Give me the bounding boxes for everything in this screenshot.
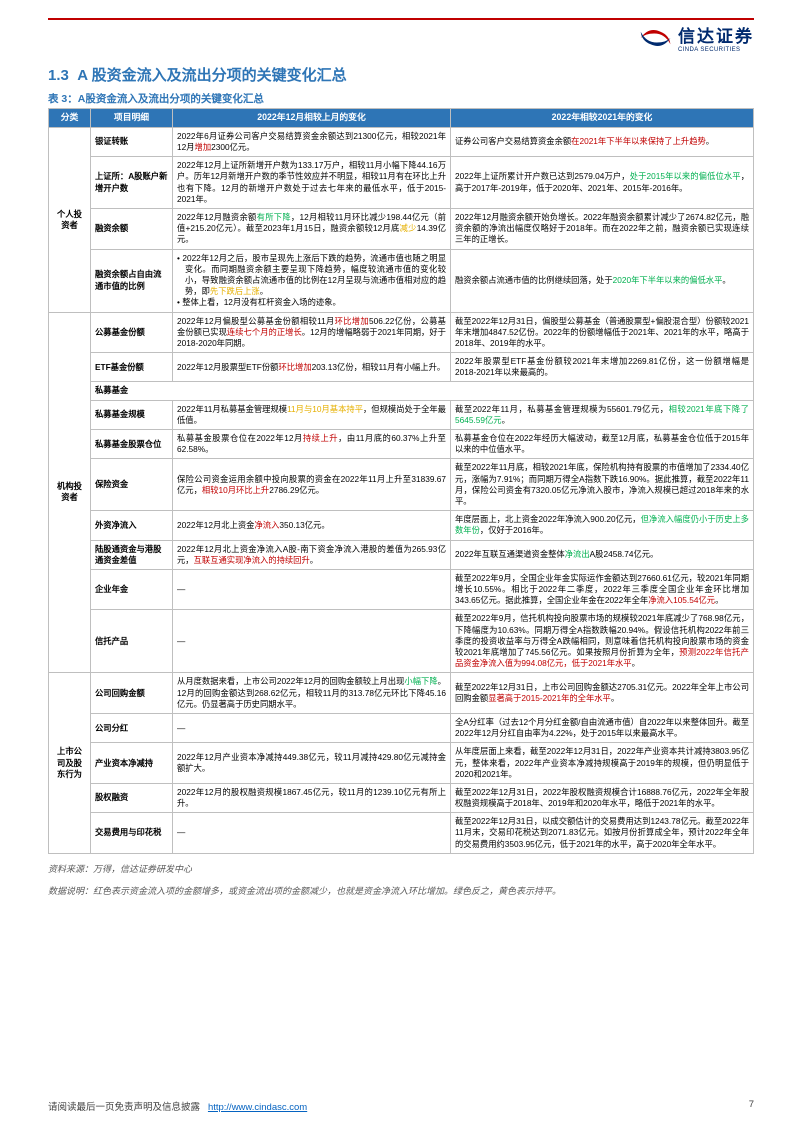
year-change-cell: 2022年互联互通渠道资金整体净流出A股2458.74亿元。 xyxy=(451,540,754,569)
item-cell: 产业资本净减持 xyxy=(91,743,173,784)
year-change-cell: 证券公司客户交易结算资金余额在2021年下半年以来保持了上升趋势。 xyxy=(451,127,754,156)
table-row: 企业年金—截至2022年9月，全国企业年金实际运作金额达到27660.61亿元，… xyxy=(49,569,754,610)
summary-table: 分类 项目明细 2022年12月相较上月的变化 2022年相较2021年的变化 … xyxy=(48,108,754,854)
month-change-cell: 2022年12月偏股型公募基金份额相较11月环比增加506.22亿份，公募基金份… xyxy=(173,312,451,353)
table-row: 保险资金保险公司资金运用余额中投向股票的资金在2022年11月上升至31839.… xyxy=(49,459,754,511)
col-category: 分类 xyxy=(49,109,91,128)
item-cell: 交易费用与印花税 xyxy=(91,813,173,854)
footer-text: 请阅读最后一页免责声明及信息披露 xyxy=(48,1102,200,1113)
table-row: 公司分红—全A分红率（过去12个月分红金额/自由流通市值）自2022年以来整体回… xyxy=(49,713,754,742)
year-change-cell: 截至2022年12月31日，上市公司回购金额达2705.31亿元。2022年全年… xyxy=(451,673,754,714)
item-cell: 公司分红 xyxy=(91,713,173,742)
item-cell: 私募基金规模 xyxy=(91,400,173,429)
table-row: 融资余额占自由流通市值的比例• 2022年12月之后，股市呈现先上涨后下跌的趋势… xyxy=(49,249,754,312)
year-change-cell: 截至2022年12月31日，偏股型公募基金（普通股票型+偏股混合型）份额较202… xyxy=(451,312,754,353)
item-cell: 陆股通资金与港股通资金差值 xyxy=(91,540,173,569)
logo-text-cn: 信达证券 xyxy=(678,22,754,47)
item-cell: 公募基金份额 xyxy=(91,312,173,353)
logo-text-en: CINDA SECURITIES xyxy=(678,47,754,53)
year-change-cell: 2022年股票型ETF基金份额较2021年末增加2269.81亿份，这一份额增幅… xyxy=(451,353,754,382)
month-change-cell: 2022年12月北上资金净流入A股-南下资金净流入港股的差值为265.93亿元，… xyxy=(173,540,451,569)
category-cell: 个人投资者 xyxy=(49,127,91,312)
item-cell: 银证转账 xyxy=(91,127,173,156)
table-row: 产业资本净减持2022年12月产业资本净减持449.38亿元，较11月减持429… xyxy=(49,743,754,784)
item-cell: 上证所：A股账户新增开户数 xyxy=(91,157,173,209)
data-note: 数据说明：红色表示资金流入项的金额增多，或资金流出项的金额减少，也就是资金净流入… xyxy=(48,885,754,898)
footer-link[interactable]: http://www.cindasc.com xyxy=(208,1102,307,1113)
item-cell: 保险资金 xyxy=(91,459,173,511)
item-cell: 外资净流入 xyxy=(91,511,173,540)
year-change-cell: 截至2022年9月，信托机构投向股票市场的规模较2021年底减少了768.98亿… xyxy=(451,610,754,673)
table-caption: 表 3：A股资金流入及流出分项的关键变化汇总 xyxy=(48,91,754,106)
year-change-cell: 截至2022年12月31日，以成交额估计的交易费用达到1243.78亿元。截至2… xyxy=(451,813,754,854)
company-logo: 信达证券 CINDA SECURITIES xyxy=(638,22,754,53)
item-cell: 私募基金股票仓位 xyxy=(91,430,173,459)
year-change-cell: 2022年上证所累计开户数已达到2579.04万户，处于2015年以来的偏低位水… xyxy=(451,157,754,209)
table-row: 机构投资者公募基金份额2022年12月偏股型公募基金份额相较11月环比增加506… xyxy=(49,312,754,353)
table-row: 个人投资者银证转账2022年6月证券公司客户交易结算资金余额达到21300亿元，… xyxy=(49,127,754,156)
table-row: 信托产品—截至2022年9月，信托机构投向股票市场的规模较2021年底减少了76… xyxy=(49,610,754,673)
source-note: 资料来源：万得，信达证券研发中心 xyxy=(48,862,754,875)
item-cell: 公司回购金额 xyxy=(91,673,173,714)
month-change-cell: — xyxy=(173,610,451,673)
item-cell: 融资余额 xyxy=(91,209,173,250)
item-cell: 私募基金 xyxy=(91,382,754,400)
month-change-cell: 2022年6月证券公司客户交易结算资金余额达到21300亿元，相较2021年12… xyxy=(173,127,451,156)
item-cell: 融资余额占自由流通市值的比例 xyxy=(91,249,173,312)
year-change-cell: 截至2022年11月，私募基金管理规模为55601.79亿元，相较2021年底下… xyxy=(451,400,754,429)
item-cell: 股权融资 xyxy=(91,783,173,812)
col-month: 2022年12月相较上月的变化 xyxy=(173,109,451,128)
item-cell: 信托产品 xyxy=(91,610,173,673)
item-cell: 企业年金 xyxy=(91,569,173,610)
table-row: ETF基金份额2022年12月股票型ETF份额环比增加203.13亿份，相较11… xyxy=(49,353,754,382)
year-change-cell: 私募基金仓位在2022年经历大幅波动，截至12月底，私募基金仓位低于2015年以… xyxy=(451,430,754,459)
month-change-cell: 2022年12月融资余额有所下降，12月相较11月环比减少198.44亿元（前值… xyxy=(173,209,451,250)
table-row: 外资净流入2022年12月北上资金净流入350.13亿元。年度层面上，北上资金2… xyxy=(49,511,754,540)
year-change-cell: 截至2022年12月31日，2022年股权融资规模合计16888.76亿元，20… xyxy=(451,783,754,812)
section-title: 1.3 A 股资金流入及流出分项的关键变化汇总 xyxy=(48,64,754,85)
item-cell: ETF基金份额 xyxy=(91,353,173,382)
month-change-cell: 2022年11月私募基金管理规模11月与10月基本持平，但规模尚处于全年最低值。 xyxy=(173,400,451,429)
year-change-cell: 从年度层面上来看，截至2022年12月31日，2022年产业资本共计减持3803… xyxy=(451,743,754,784)
month-change-cell: 从月度数据来看，上市公司2022年12月的回购金额较上月出现小幅下降。12月的回… xyxy=(173,673,451,714)
month-change-cell: 私募基金股票仓位在2022年12月持续上升，由11月底的60.37%上升至62.… xyxy=(173,430,451,459)
year-change-cell: 年度层面上，北上资金2022年净流入900.20亿元，但净流入幅度仍小于历史上多… xyxy=(451,511,754,540)
year-change-cell: 截至2022年9月，全国企业年金实际运作金额达到27660.61亿元，较2021… xyxy=(451,569,754,610)
table-row: 上市公司及股东行为公司回购金额从月度数据来看，上市公司2022年12月的回购金额… xyxy=(49,673,754,714)
page-number: 7 xyxy=(749,1099,754,1113)
table-header-row: 分类 项目明细 2022年12月相较上月的变化 2022年相较2021年的变化 xyxy=(49,109,754,128)
table-row: 私募基金规模2022年11月私募基金管理规模11月与10月基本持平，但规模尚处于… xyxy=(49,400,754,429)
category-cell: 机构投资者 xyxy=(49,312,91,673)
month-change-cell: — xyxy=(173,569,451,610)
table-row: 私募基金股票仓位私募基金股票仓位在2022年12月持续上升，由11月底的60.3… xyxy=(49,430,754,459)
table-row: 股权融资2022年12月的股权融资规模1867.45亿元，较11月的1239.1… xyxy=(49,783,754,812)
table-row: 融资余额2022年12月融资余额有所下降，12月相较11月环比减少198.44亿… xyxy=(49,209,754,250)
month-change-cell: — xyxy=(173,713,451,742)
category-cell: 上市公司及股东行为 xyxy=(49,673,91,853)
table-row: 陆股通资金与港股通资金差值2022年12月北上资金净流入A股-南下资金净流入港股… xyxy=(49,540,754,569)
col-year: 2022年相较2021年的变化 xyxy=(451,109,754,128)
month-change-cell: 2022年12月的股权融资规模1867.45亿元，较11月的1239.10亿元有… xyxy=(173,783,451,812)
logo-swirl-icon xyxy=(638,24,674,52)
month-change-cell: • 2022年12月之后，股市呈现先上涨后下跌的趋势，流通市值也随之明显变化。而… xyxy=(173,249,451,312)
month-change-cell: 2022年12月产业资本净减持449.38亿元，较11月减持429.80亿元减持… xyxy=(173,743,451,784)
year-change-cell: 融资余额占流通市值的比例继续回落，处于2020年下半年以来的偏低水平。 xyxy=(451,249,754,312)
table-row: 交易费用与印花税—截至2022年12月31日，以成交额估计的交易费用达到1243… xyxy=(49,813,754,854)
col-item: 项目明细 xyxy=(91,109,173,128)
page-footer: 请阅读最后一页免责声明及信息披露 http://www.cindasc.com … xyxy=(48,1099,754,1113)
month-change-cell: 2022年12月北上资金净流入350.13亿元。 xyxy=(173,511,451,540)
month-change-cell: — xyxy=(173,813,451,854)
month-change-cell: 保险公司资金运用余额中投向股票的资金在2022年11月上升至31839.67亿元… xyxy=(173,459,451,511)
table-row: 私募基金 xyxy=(49,382,754,400)
table-row: 上证所：A股账户新增开户数2022年12月上证所新增开户数为133.17万户，相… xyxy=(49,157,754,209)
month-change-cell: 2022年12月上证所新增开户数为133.17万户，相较11月小幅下降44.16… xyxy=(173,157,451,209)
year-change-cell: 2022年12月融资余额开始负增长。2022年融资余额累计减少了2674.82亿… xyxy=(451,209,754,250)
year-change-cell: 截至2022年11月底，相较2021年底，保险机构持有股票的市值增加了2334.… xyxy=(451,459,754,511)
month-change-cell: 2022年12月股票型ETF份额环比增加203.13亿份，相较11月有小幅上升。 xyxy=(173,353,451,382)
year-change-cell: 全A分红率（过去12个月分红金额/自由流通市值）自2022年以来整体回升。截至2… xyxy=(451,713,754,742)
